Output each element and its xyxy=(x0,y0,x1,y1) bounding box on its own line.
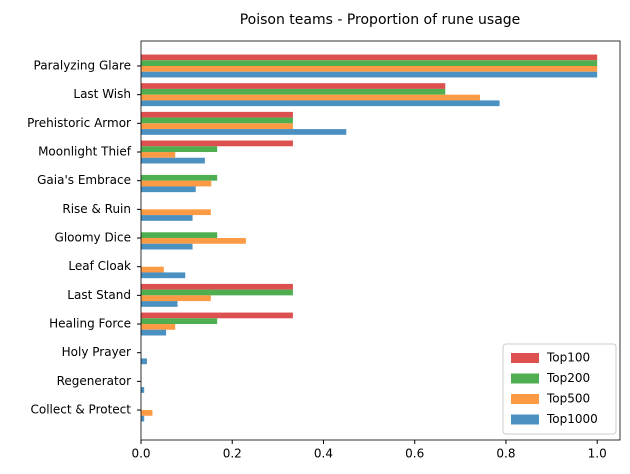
y-tick-label: Last Wish xyxy=(73,87,131,101)
bar xyxy=(141,415,145,422)
bar xyxy=(141,123,293,130)
bar xyxy=(141,100,500,107)
bar xyxy=(141,266,164,273)
bar xyxy=(141,289,293,296)
bar xyxy=(141,117,293,124)
bar xyxy=(141,66,598,72)
bar xyxy=(141,60,598,66)
legend-swatch xyxy=(511,373,539,384)
bar xyxy=(141,358,147,365)
y-tick-label: Gloomy Dice xyxy=(55,231,131,245)
legend-swatch xyxy=(511,394,539,404)
plot-frame xyxy=(140,40,621,441)
bar xyxy=(141,152,176,158)
legend-swatch xyxy=(511,414,539,425)
bar xyxy=(141,387,145,393)
bar xyxy=(141,111,293,118)
x-tick-label: 0.4 xyxy=(314,447,333,461)
bar xyxy=(141,283,293,290)
bar xyxy=(141,324,176,330)
bar xyxy=(141,272,186,279)
y-tick-label: Collect & Protect xyxy=(31,403,132,417)
bar xyxy=(141,54,598,61)
y-tick-label: Gaia's Embrace xyxy=(37,173,131,187)
legend-label: Top200 xyxy=(546,371,590,385)
y-tick-label: Paralyzing Glare xyxy=(34,59,131,73)
y-tick-label: Prehistoric Armor xyxy=(27,116,131,130)
bar xyxy=(141,146,218,153)
bar xyxy=(141,329,167,336)
bar xyxy=(141,318,218,325)
bar xyxy=(141,88,446,95)
bar xyxy=(141,312,293,319)
y-tick-label: Holy Prayer xyxy=(62,345,131,359)
bar xyxy=(141,238,246,244)
bar xyxy=(141,186,196,193)
x-tick-label: 0.0 xyxy=(131,447,150,461)
bar xyxy=(141,301,178,307)
bar xyxy=(141,209,211,216)
legend-label: Top500 xyxy=(546,392,590,406)
bar xyxy=(141,83,446,89)
bar xyxy=(141,215,193,221)
bar xyxy=(141,232,218,239)
y-tick-label: Leaf Cloak xyxy=(68,259,131,273)
x-tick-label: 0.2 xyxy=(223,447,242,461)
bar xyxy=(141,140,293,147)
bar xyxy=(141,129,347,135)
bar xyxy=(141,94,480,101)
legend-label: Top1000 xyxy=(546,412,598,426)
y-tick-label: Healing Force xyxy=(49,317,131,331)
bar xyxy=(141,157,205,164)
bar xyxy=(141,71,598,78)
bar xyxy=(141,243,193,250)
legend-box xyxy=(502,343,617,435)
x-tick-label: 0.6 xyxy=(405,447,424,461)
y-tick-label: Last Stand xyxy=(67,288,131,302)
x-tick-label: 1.0 xyxy=(588,447,607,461)
bar xyxy=(141,174,218,181)
y-tick-label: Regenerator xyxy=(57,374,132,388)
bar xyxy=(141,410,153,416)
y-tick-label: Rise & Ruin xyxy=(62,202,131,216)
bar xyxy=(141,180,212,187)
chart-title: Poison teams - Proportion of rune usage xyxy=(240,12,521,28)
bar xyxy=(141,295,211,302)
x-tick-label: 0.8 xyxy=(496,447,515,461)
y-tick-label: Moonlight Thief xyxy=(38,145,132,159)
legend-swatch xyxy=(511,353,539,363)
legend-label: Top100 xyxy=(546,351,590,365)
